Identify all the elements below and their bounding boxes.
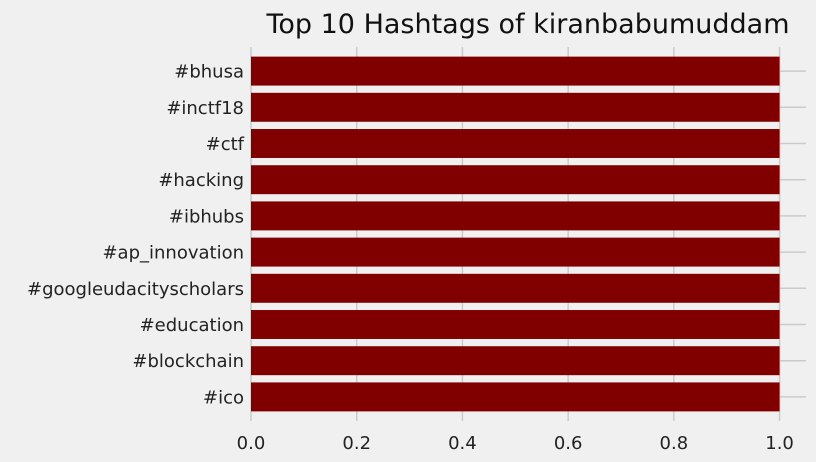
y-tick-label: #bhusa [174, 62, 244, 83]
bar-hacking [251, 165, 780, 195]
y-tick-label: #education [140, 315, 244, 336]
y-tick-labels: #bhusa #inctf18 #ctf #hacking #ibhubs #ap_inn… [27, 62, 245, 409]
bar-inctf18 [251, 92, 780, 122]
chart-title: Top 10 Hashtags of kiranbabumuddam [265, 9, 789, 40]
y-tick-label: #blockchain [132, 351, 244, 372]
bar-blockchain [251, 346, 780, 376]
bar-ibhubs [251, 201, 780, 231]
x-tick-label: 0.8 [660, 433, 689, 454]
bar-ctf [251, 129, 780, 158]
y-tick-label: #googleudacityscholars [27, 279, 244, 300]
bar-ico [251, 382, 780, 412]
x-tick-label: 0.0 [237, 433, 266, 454]
bars [251, 56, 780, 412]
bar-bhusa [251, 56, 780, 86]
y-tick-label: #ctf [206, 134, 245, 155]
y-tick-label: #ico [203, 387, 244, 408]
x-tick-labels: 0.0 0.2 0.4 0.6 0.8 1.0 [237, 433, 794, 454]
y-tick-label: #hacking [158, 170, 244, 191]
x-tick-label: 0.6 [554, 433, 583, 454]
y-tick-label: #ibhubs [169, 206, 244, 227]
x-tick-label: 0.2 [342, 433, 371, 454]
y-tick-label: #inctf18 [166, 98, 244, 119]
bar-education [251, 310, 780, 339]
x-tick-label: 1.0 [765, 433, 794, 454]
x-tick-label: 0.4 [448, 433, 477, 454]
bar-ap_innovation [251, 237, 780, 267]
bar-googleudacityscholars [251, 273, 780, 303]
y-tick-label: #ap_innovation [102, 243, 244, 264]
